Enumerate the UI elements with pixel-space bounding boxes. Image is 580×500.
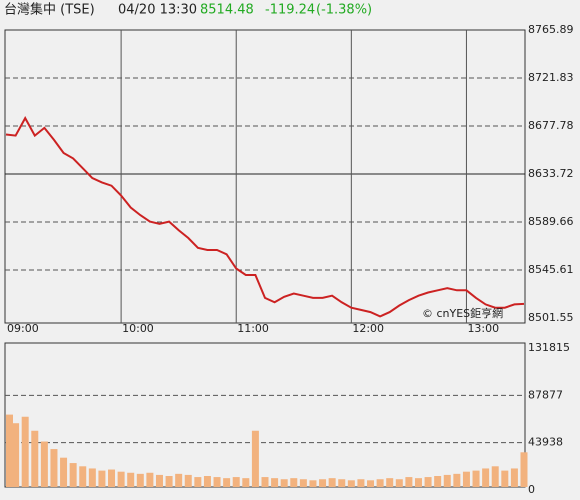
volume-bar [184, 474, 192, 487]
volume-bar [60, 457, 68, 487]
x-tick-label: 09:00 [7, 322, 39, 335]
volume-bar [462, 471, 470, 487]
y-tick-label: 8545.61 [528, 263, 574, 276]
volume-bar [31, 430, 39, 487]
y-tick-label: 8677.78 [528, 119, 574, 132]
volume-bar [12, 423, 20, 487]
index-name: 台灣集中 (TSE) [4, 2, 95, 18]
volume-bar [242, 478, 250, 487]
volume-bar [127, 472, 135, 487]
volume-bar [434, 475, 442, 487]
volume-bar [367, 480, 375, 487]
y-tick-label: 43938 [528, 436, 563, 449]
x-tick-label: 13:00 [467, 322, 499, 335]
volume-bar [290, 478, 298, 487]
volume-bar [357, 479, 365, 487]
y-tick-label: 131815 [528, 341, 570, 354]
volume-bar [338, 479, 346, 487]
volume-bar [386, 478, 394, 487]
y-tick-label: 0 [528, 483, 535, 496]
volume-bar [376, 479, 384, 487]
watermark: © cnYES鉅亨網 [422, 306, 503, 320]
volume-bar [453, 473, 461, 487]
price-line [5, 116, 525, 318]
y-tick-label: 8765.89 [528, 23, 574, 36]
volume-bar [40, 441, 48, 487]
volume-bar [395, 479, 403, 487]
volume-bar [21, 416, 29, 487]
volume-bar [194, 477, 202, 487]
volume-bar [424, 477, 432, 487]
volume-bar [251, 430, 259, 487]
volume-bar [165, 475, 173, 487]
volume-bar [155, 474, 163, 487]
volume-bar [299, 479, 307, 487]
x-tick-label: 12:00 [352, 322, 384, 335]
volume-bar [261, 477, 269, 487]
volume-bar [510, 468, 518, 487]
volume-bar [108, 469, 116, 487]
y-tick-label: 8501.55 [528, 311, 574, 324]
volume-bar [414, 478, 422, 487]
volume-bar [88, 468, 96, 487]
volume-bar [175, 473, 183, 487]
change-pct: (-1.38%) [316, 3, 372, 18]
volume-bar [520, 452, 528, 487]
volume-bar [501, 470, 509, 487]
volume-bar [98, 470, 106, 487]
volume-bar [223, 478, 231, 487]
volume-bar [309, 480, 317, 487]
price-frame [4, 29, 526, 324]
x-tick-label: 10:00 [122, 322, 154, 335]
volume-bar [482, 468, 490, 487]
volume-bar [79, 466, 87, 487]
volume-bar [213, 477, 221, 487]
volume-bar [319, 479, 327, 487]
volume-bar [472, 470, 480, 487]
y-tick-label: 8589.66 [528, 215, 574, 228]
volume-bar [405, 477, 413, 487]
x-tick-label: 11:00 [237, 322, 269, 335]
datetime: 04/20 13:30 [118, 3, 197, 18]
y-tick-label: 8721.83 [528, 71, 574, 84]
volume-bar [50, 449, 58, 487]
y-tick-label: 87877 [528, 388, 563, 401]
volume-bar [69, 463, 77, 487]
volume-bar [136, 473, 144, 487]
volume-bar [117, 471, 125, 487]
y-tick-label: 8633.72 [528, 167, 574, 180]
volume-bar [271, 478, 279, 487]
volume-bar [443, 474, 451, 487]
volume-bar [6, 414, 13, 487]
last-price: 8514.48 [200, 3, 254, 18]
volume-bar [347, 480, 355, 487]
volume-bar [203, 475, 211, 487]
volume-bar [491, 466, 499, 487]
volume-bar [328, 478, 336, 487]
volume-bar [280, 479, 288, 487]
volume-bar [146, 472, 154, 487]
volume-bar [232, 477, 240, 487]
volume-frame [4, 342, 526, 488]
change: -119.24 [265, 3, 315, 18]
